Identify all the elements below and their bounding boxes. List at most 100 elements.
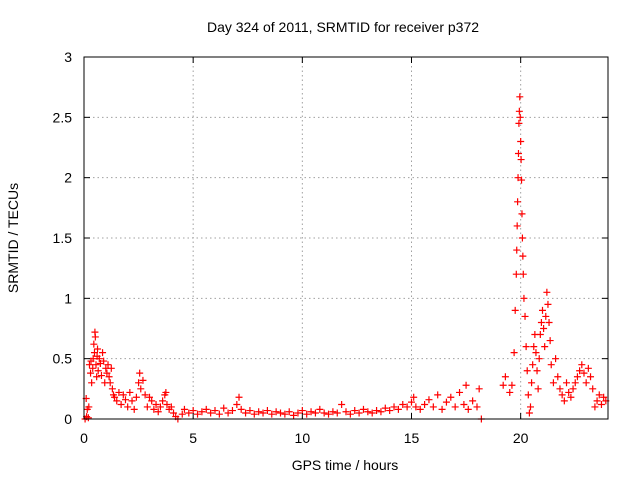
data-point: [521, 312, 529, 320]
data-point: [92, 361, 100, 369]
data-point: [228, 407, 236, 415]
data-point: [107, 364, 115, 372]
data-point: [272, 408, 280, 416]
data-point: [403, 403, 411, 411]
data-point: [473, 403, 481, 411]
data-point: [189, 407, 197, 415]
data-point: [518, 176, 526, 184]
data-point: [303, 410, 311, 418]
data-point: [587, 373, 595, 381]
data-point: [517, 137, 525, 145]
data-point: [124, 403, 132, 411]
data-point: [573, 373, 581, 381]
data-point: [560, 397, 568, 405]
data-point: [106, 379, 114, 387]
data-point: [529, 361, 537, 369]
data-point: [154, 408, 162, 416]
data-point: [532, 349, 540, 357]
y-tick-label: 1: [64, 290, 72, 306]
data-point: [105, 373, 113, 381]
data-point: [211, 407, 219, 415]
data-point: [425, 396, 433, 404]
data-point: [316, 405, 324, 413]
data-point: [148, 397, 156, 405]
data-point: [584, 364, 592, 372]
data-point: [224, 409, 232, 417]
data-point: [136, 369, 144, 377]
data-point: [501, 373, 509, 381]
data-point: [447, 393, 455, 401]
x-axis-label: GPS time / hours: [292, 457, 399, 473]
data-point: [595, 391, 603, 399]
data-point: [399, 401, 407, 409]
data-point: [128, 397, 136, 405]
data-point: [540, 325, 548, 332]
data-point: [84, 414, 92, 422]
data-point: [126, 388, 134, 396]
data-point: [132, 393, 140, 401]
data-point: [517, 156, 525, 164]
y-tick-label: 2.5: [53, 109, 73, 125]
data-point: [285, 408, 293, 416]
data-point: [523, 367, 531, 375]
data-point: [593, 397, 601, 405]
data-point: [91, 333, 99, 341]
data-point: [563, 379, 571, 387]
data-point: [185, 409, 193, 417]
data-point: [541, 343, 549, 351]
data-point: [143, 403, 151, 411]
data-point: [386, 407, 394, 415]
data-point: [410, 393, 418, 401]
data-point: [178, 410, 186, 418]
data-point: [510, 349, 518, 357]
data-points: [81, 93, 610, 423]
data-point: [100, 357, 108, 365]
data-point: [520, 294, 528, 302]
x-tick-label: 15: [404, 430, 420, 446]
data-point: [162, 388, 170, 396]
data-point: [545, 318, 553, 326]
data-point: [146, 393, 153, 401]
data-point: [355, 409, 363, 417]
data-point: [381, 404, 389, 412]
data-point: [569, 385, 577, 393]
data-point: [103, 369, 111, 377]
data-point: [442, 398, 450, 406]
data-point: [412, 403, 420, 411]
data-point: [394, 405, 402, 413]
data-point: [571, 379, 579, 387]
data-point: [152, 401, 160, 409]
data-point: [93, 373, 101, 381]
data-point: [508, 381, 516, 389]
data-point: [215, 410, 223, 418]
data-point: [552, 355, 560, 363]
data-point: [576, 367, 584, 375]
data-point: [567, 393, 575, 401]
data-point: [342, 408, 350, 416]
data-point: [202, 405, 210, 413]
data-point: [544, 300, 552, 308]
data-point: [539, 306, 546, 314]
data-point: [320, 409, 328, 417]
data-point: [333, 409, 341, 417]
data-point: [88, 379, 96, 387]
data-point: [242, 409, 250, 417]
data-point: [351, 407, 359, 415]
data-point: [237, 405, 245, 413]
data-point: [515, 119, 523, 127]
data-point: [115, 388, 123, 396]
data-point: [519, 270, 527, 278]
data-point: [565, 388, 573, 396]
data-point: [514, 150, 522, 158]
data-point: [233, 401, 241, 409]
data-point: [159, 397, 167, 405]
y-tick-label: 2: [64, 170, 72, 186]
data-point: [281, 410, 289, 418]
data-point: [167, 403, 175, 411]
data-point: [94, 345, 102, 353]
data-point: [377, 408, 385, 416]
data-point: [506, 388, 514, 396]
data-point: [90, 340, 98, 348]
data-point: [130, 405, 138, 413]
